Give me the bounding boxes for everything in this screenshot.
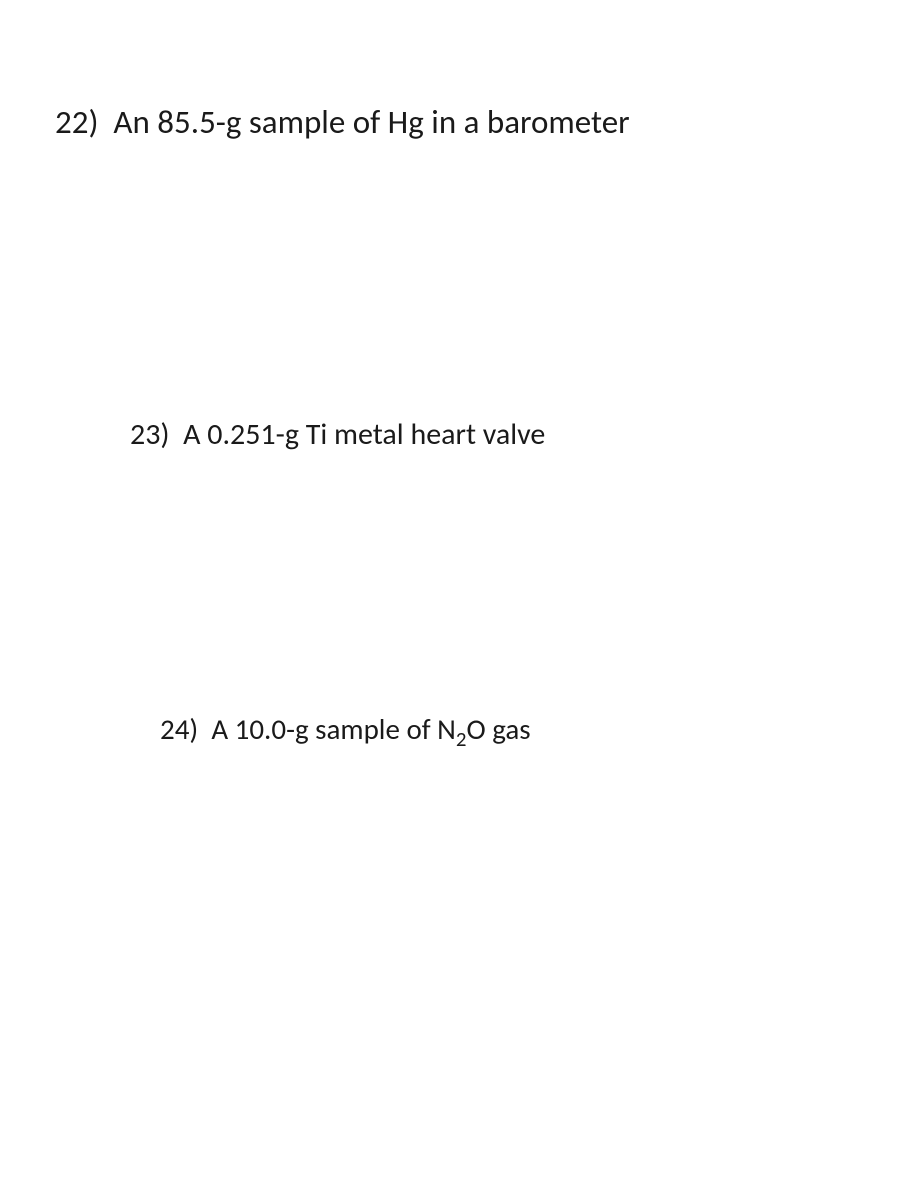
question-24-text: 24) A 10.0-g sample of N2O gas xyxy=(160,711,531,747)
question-body-prefix: A 10.0-g sample of N xyxy=(211,711,456,747)
question-number: 24) xyxy=(160,711,198,747)
question-number: 23) xyxy=(130,416,170,453)
question-23-text: 23) A 0.251-g Ti metal heart valve xyxy=(130,416,545,453)
question-23: 23) A 0.251-g Ti metal heart valve xyxy=(130,415,845,456)
question-number: 22) xyxy=(55,102,98,142)
question-body: A 0.251-g Ti metal heart valve xyxy=(183,416,545,453)
question-22: 22) An 85.5-g sample of Hg in a baromete… xyxy=(55,100,845,145)
question-22-text: 22) An 85.5-g sample of Hg in a baromete… xyxy=(55,102,630,142)
document-page: 22) An 85.5-g sample of Hg in a baromete… xyxy=(0,0,900,1200)
question-24: 24) A 10.0-g sample of N2O gas xyxy=(160,710,845,749)
question-subscript: 2 xyxy=(456,726,467,752)
question-body-suffix: O gas xyxy=(466,711,530,747)
question-body: An 85.5-g sample of Hg in a barometer xyxy=(113,102,629,142)
